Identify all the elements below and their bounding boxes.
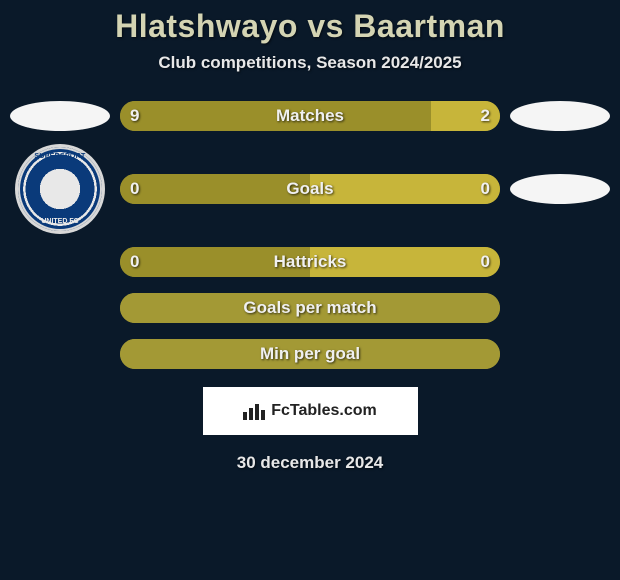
stat-value-player2: 0 xyxy=(481,247,490,277)
stat-row: Goals0 0 xyxy=(0,147,620,231)
player-placeholder-icon xyxy=(510,174,610,204)
stat-row: Goals per match xyxy=(0,293,620,323)
club-crest-icon xyxy=(18,147,102,231)
stat-bar: Min per goal xyxy=(120,339,500,369)
stat-value-player2: 0 xyxy=(481,174,490,204)
player-placeholder-icon xyxy=(10,101,110,131)
stat-value-player1: 9 xyxy=(130,101,139,131)
stat-label: Hattricks xyxy=(120,247,500,277)
player2-slot xyxy=(500,101,620,131)
snapshot-date: 30 december 2024 xyxy=(0,453,620,473)
branding-badge[interactable]: FcTables.com xyxy=(203,387,418,435)
stat-value-player1: 0 xyxy=(130,174,139,204)
player2-slot xyxy=(500,174,620,204)
branding-label: FcTables.com xyxy=(271,402,377,420)
stat-bar: Goals per match xyxy=(120,293,500,323)
bar-chart-icon xyxy=(243,402,265,420)
player1-slot xyxy=(0,147,120,231)
stat-label: Goals per match xyxy=(120,293,500,323)
stat-label: Goals xyxy=(120,174,500,204)
player1-slot xyxy=(0,101,120,131)
comparison-widget: Hlatshwayo vs Baartman Club competitions… xyxy=(0,0,620,473)
page-subtitle: Club competitions, Season 2024/2025 xyxy=(0,53,620,73)
stat-value-player1: 0 xyxy=(130,247,139,277)
player-placeholder-icon xyxy=(510,101,610,131)
page-title: Hlatshwayo vs Baartman xyxy=(0,8,620,45)
stat-row: Matches9 2 xyxy=(0,101,620,131)
stat-value-player2: 2 xyxy=(481,101,490,131)
stat-row: Hattricks0 0 xyxy=(0,247,620,277)
stat-row: Min per goal xyxy=(0,339,620,369)
comparison-bars: Matches92Goals00Hattricks00Goals per mat… xyxy=(0,101,620,369)
stat-label: Min per goal xyxy=(120,339,500,369)
stat-bar: Hattricks0 0 xyxy=(120,247,500,277)
stat-bar: Matches9 2 xyxy=(120,101,500,131)
stat-label: Matches xyxy=(120,101,500,131)
stat-bar: Goals0 0 xyxy=(120,174,500,204)
